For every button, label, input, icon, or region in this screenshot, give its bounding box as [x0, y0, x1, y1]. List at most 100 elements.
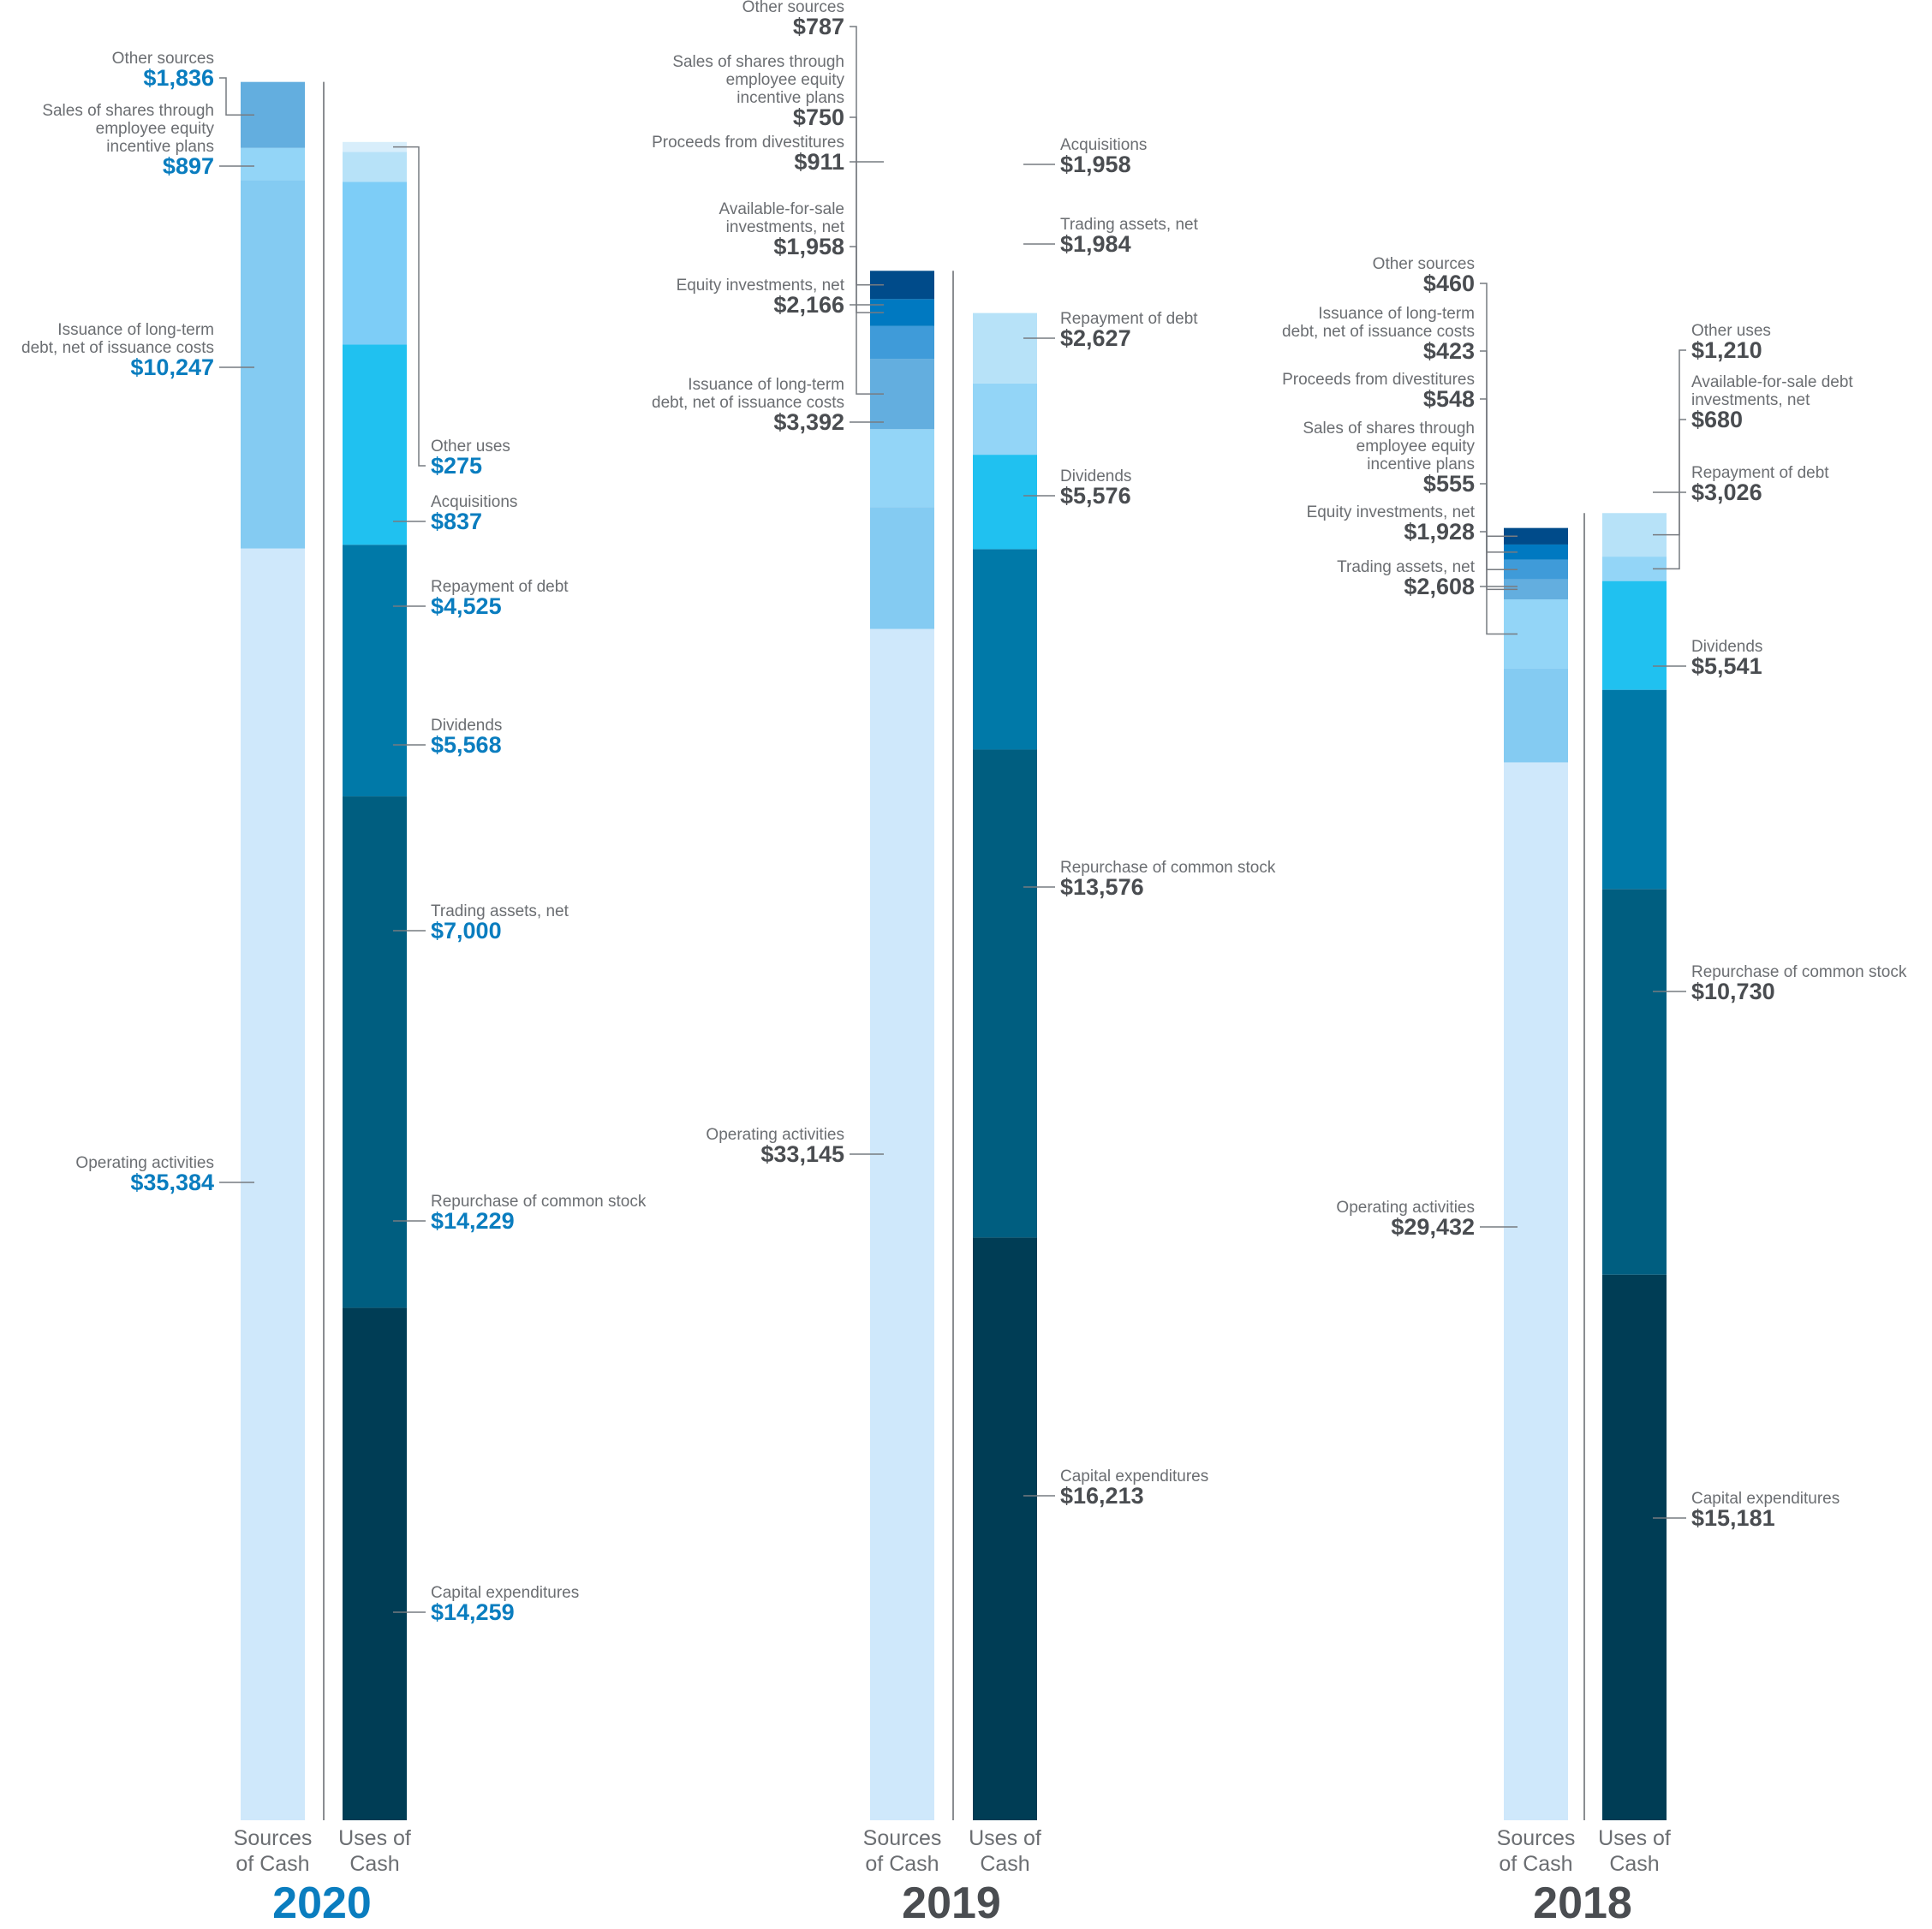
- bar-segment-2018-sources-trading-assets-net: [1504, 668, 1568, 763]
- use-label-value: $14,259: [431, 1599, 515, 1625]
- source-label-name: debt, net of issuance costs: [1282, 323, 1475, 341]
- source-label-2019-operating-activities: Operating activities$33,145: [706, 1126, 884, 1167]
- use-label-2018-other-uses: Other uses$1,210: [1653, 322, 1771, 536]
- use-label-2020-dividends: Dividends$5,568: [393, 717, 502, 758]
- use-label-2018-repayment-of-debt: Repayment of debt$3,026: [1653, 464, 1829, 505]
- bar-segment-2019-uses-acquisitions: [973, 313, 1037, 384]
- source-label-2018-operating-activities: Operating activities$29,432: [1336, 1199, 1518, 1240]
- panel-2020: Operating activities$35,384 Issuance of l…: [21, 50, 647, 1928]
- use-label-value: $7,000: [431, 918, 502, 944]
- bar-segment-2020-uses-trading-assets-net: [343, 545, 407, 797]
- source-label-2018-proceeds-from-divestitures: Proceeds from divestitures$548: [1282, 371, 1518, 570]
- use-label-2019-repayment-of-debt: Repayment of debt$2,627: [1023, 310, 1198, 351]
- use-label-2018-repurchase-of-common-stock: Repurchase of common stock$10,730: [1653, 963, 1907, 1004]
- use-label-name: Acquisitions: [1060, 136, 1147, 154]
- use-label-value: $1,984: [1060, 231, 1131, 257]
- bar-segment-2018-uses-repurchase-of-common-stock: [1602, 889, 1667, 1275]
- use-label-value: $275: [431, 453, 482, 479]
- year-title-2019: 2019: [902, 1878, 1001, 1928]
- use-label-value: $5,576: [1060, 483, 1131, 509]
- source-label-name: Sales of shares through: [672, 53, 844, 71]
- axis-label-sources-2018: Sources of Cash: [1497, 1826, 1576, 1876]
- use-label-value: $5,568: [431, 732, 502, 758]
- source-label-2019-other-sources: Other sources$787: [742, 0, 884, 286]
- use-label-value: $16,213: [1060, 1483, 1144, 1509]
- source-leader-line: [219, 77, 254, 116]
- axis-label-sources-2019: Sources of Cash: [863, 1826, 942, 1876]
- source-label-2019-equity-investments-net: Equity investments, net$2,166: [677, 277, 884, 318]
- bar-segment-2020-uses-repayment-of-debt: [343, 182, 407, 345]
- use-label-value: $837: [431, 509, 482, 534]
- use-label-name: investments, net: [1691, 391, 1810, 409]
- source-label-value: $423: [1423, 338, 1475, 364]
- source-label-value: $2,166: [773, 292, 844, 318]
- source-label-value: $897: [163, 153, 214, 179]
- use-label-name: Dividends: [431, 717, 502, 735]
- bar-segment-2020-uses-other-uses: [343, 141, 407, 152]
- bar-segment-2018-sources-sales-of-shares-through-employee-equity-incentive-plans: [1504, 579, 1568, 600]
- source-label-name: Proceeds from divestitures: [1282, 371, 1475, 389]
- source-label-value: $29,432: [1391, 1214, 1475, 1240]
- use-label-2020-capital-expenditures: Capital expenditures$14,259: [393, 1584, 579, 1625]
- use-label-value: $5,541: [1691, 653, 1762, 679]
- bar-segment-2018-uses-dividends: [1602, 689, 1667, 890]
- source-label-name: Sales of shares through: [1303, 420, 1475, 438]
- use-label-name: Repurchase of common stock: [1060, 859, 1276, 877]
- use-label-name: Repayment of debt: [431, 578, 569, 596]
- source-label-2018-equity-investments-net: Equity investments, net$1,928: [1307, 503, 1518, 635]
- axis-label-uses-2020: Uses of Cash: [338, 1826, 411, 1876]
- source-label-value: $548: [1423, 386, 1475, 412]
- source-label-name: Issuance of long-term: [57, 321, 214, 339]
- source-label-value: $3,392: [773, 409, 844, 435]
- use-leader-line: [393, 146, 426, 467]
- bar-segment-2020-uses-repurchase-of-common-stock: [343, 796, 407, 1308]
- source-label-name: Other sources: [742, 0, 844, 16]
- bar-segment-2018-uses-capital-expenditures: [1602, 1274, 1667, 1820]
- source-label-name: investments, net: [726, 218, 845, 236]
- source-label-2020-operating-activities: Operating activities$35,384: [75, 1154, 254, 1195]
- bar-segment-2018-sources-other-sources: [1504, 527, 1568, 545]
- source-leader-line: [1480, 283, 1518, 538]
- bar-segment-2020-sources-issuance-of-long-term-debt-net-of-issuance-costs: [241, 180, 305, 549]
- bar-segment-2019-uses-repurchase-of-common-stock: [973, 749, 1037, 1238]
- bar-segment-2020-sources-sales-of-shares-through-employee-equity-incentive-plans: [241, 147, 305, 181]
- bar-segment-2019-uses-trading-assets-net: [973, 383, 1037, 455]
- source-label-name: Sales of shares through: [42, 102, 214, 120]
- use-label-value: $3,026: [1691, 479, 1762, 505]
- use-label-name: Repayment of debt: [1691, 464, 1829, 482]
- bar-segment-2020-uses-dividends: [343, 344, 407, 545]
- bar-segment-2019-uses-dividends: [973, 549, 1037, 750]
- use-label-name: Other uses: [1691, 322, 1771, 340]
- panel-2018: Operating activities$29,432 Trading asset…: [1282, 255, 1907, 1928]
- use-label-name: Repurchase of common stock: [1691, 963, 1907, 981]
- use-label-value: $680: [1691, 407, 1743, 432]
- source-leader-line: [850, 246, 884, 395]
- axis-label-uses-2018: Uses of Cash: [1598, 1826, 1671, 1876]
- use-label-name: Dividends: [1060, 467, 1131, 485]
- bar-segment-2019-uses-repayment-of-debt: [973, 455, 1037, 550]
- bar-segment-2018-sources-operating-activities: [1504, 762, 1568, 1821]
- use-label-name: Acquisitions: [431, 493, 517, 511]
- bar-segment-2018-sources-issuance-of-long-term-debt-net-of-issuance-costs: [1504, 544, 1568, 560]
- year-title-2018: 2018: [1533, 1878, 1632, 1928]
- source-label-name: Equity investments, net: [1307, 503, 1476, 521]
- bar-segment-2020-sources-operating-activities: [241, 548, 305, 1821]
- source-label-name: Issuance of long-term: [1318, 305, 1475, 323]
- bar-segment-2020-uses-capital-expenditures: [343, 1307, 407, 1820]
- source-label-2018-other-sources: Other sources$460: [1373, 255, 1518, 538]
- source-label-value: $2,608: [1404, 574, 1475, 599]
- source-label-name: employee equity: [726, 71, 845, 89]
- use-label-2020-trading-assets-net: Trading assets, net$7,000: [393, 902, 569, 944]
- year-title-2020: 2020: [272, 1878, 372, 1928]
- source-label-name: Operating activities: [1336, 1199, 1475, 1217]
- use-label-2019-acquisitions: Acquisitions$1,958: [1023, 136, 1147, 177]
- source-label-value: $1,958: [773, 234, 844, 259]
- bar-segment-2019-sources-equity-investments-net: [870, 429, 934, 508]
- use-label-name: Capital expenditures: [431, 1584, 579, 1602]
- use-label-value: $1,958: [1060, 152, 1131, 177]
- use-label-2019-repurchase-of-common-stock: Repurchase of common stock$13,576: [1023, 859, 1276, 900]
